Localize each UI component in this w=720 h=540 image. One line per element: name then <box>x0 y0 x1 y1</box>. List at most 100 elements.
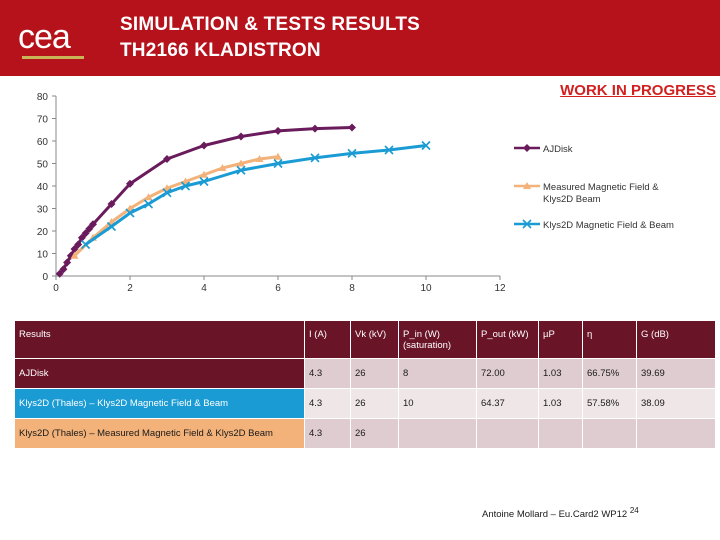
data-point <box>237 132 245 141</box>
data-point <box>218 164 227 171</box>
table-cell: 26 <box>350 388 399 419</box>
data-point <box>55 269 64 278</box>
table-cell: 38.09 <box>636 388 716 419</box>
data-point <box>421 140 431 151</box>
data-point <box>74 240 83 249</box>
data-point <box>126 204 134 212</box>
legend-label-line: Measured Magnetic Field & <box>543 182 659 193</box>
table-header-cell: I (A) <box>304 320 351 359</box>
logo-underline <box>22 56 84 59</box>
y-tick-label: 40 <box>37 182 49 193</box>
data-point <box>200 141 208 150</box>
data-point <box>311 124 319 133</box>
data-point <box>310 153 320 163</box>
legend-label-line: Klys2D Magnetic Field & Beam <box>543 220 674 231</box>
data-point <box>274 126 282 135</box>
legend-label: Klys2D Magnetic Field & Beam <box>543 220 674 231</box>
table-cell: 57.58% <box>582 388 637 419</box>
data-point <box>85 224 94 233</box>
legend-label-line: Klys2D Beam <box>543 194 601 205</box>
table-cell <box>538 418 583 449</box>
table-header-cell: G (dB) <box>636 320 716 359</box>
title-banner: cea SIMULATION & TESTS RESULTS TH2166 KL… <box>0 0 720 76</box>
table-cell: 1.03 <box>538 358 583 389</box>
footer-text: Antoine Mollard – Eu.Card2 WP12 <box>482 509 628 521</box>
legend-label-line: AJDisk <box>543 144 573 155</box>
table-cell: 26 <box>350 358 399 389</box>
table-cell <box>398 418 477 449</box>
data-point <box>162 188 172 198</box>
table-header-cell: Results <box>14 320 305 359</box>
data-point <box>107 200 116 208</box>
data-point <box>106 221 117 232</box>
table-header-row: Results I (A) Vk (kV) P_in (W) (saturati… <box>14 320 716 359</box>
legend-label: Measured Magnetic Field & Klys2D Beam <box>543 182 659 205</box>
data-point <box>163 155 171 163</box>
y-tick-label: 60 <box>37 137 49 148</box>
x-tick-label: 10 <box>420 283 432 294</box>
output-power-chart: 0 2 4 6 8 10 12 0 10 20 30 40 50 60 70 80 AJDisk Measured… <box>37 92 674 294</box>
data-point <box>77 233 86 242</box>
data-point <box>181 177 190 185</box>
footer: Antoine Mollard – Eu.Card2 WP12 24 <box>482 506 639 520</box>
table-cell: 10 <box>398 388 477 419</box>
table-header-cell: P_in (W) (saturation) <box>398 320 477 359</box>
table-cell: 64.37 <box>476 388 539 419</box>
table-header-cell: Vk (kV) <box>350 320 399 359</box>
slide-title: SIMULATION & TESTS RESULTS <box>120 14 421 35</box>
work-in-progress-banner: WORK IN PROGRESS <box>560 82 716 99</box>
series-line-0 <box>58 126 353 275</box>
x-tick-label: 8 <box>349 283 355 294</box>
table-cell: AJDisk <box>14 358 305 389</box>
data-point <box>144 193 153 201</box>
x-tick-label: 0 <box>53 283 59 294</box>
results-table: Results I (A) Vk (kV) P_in (W) (saturati… <box>14 320 716 449</box>
table-cell <box>476 418 539 449</box>
y-tick-label: 70 <box>37 115 49 126</box>
data-point <box>199 176 209 187</box>
table-row: Klys2D (Thales) – Klys2D Magnetic Field … <box>14 388 716 419</box>
data-point <box>273 158 283 169</box>
data-point <box>255 155 264 162</box>
table-cell: 39.69 <box>636 358 716 389</box>
y-tick-label: 20 <box>37 227 49 238</box>
data-point <box>63 258 72 267</box>
data-point <box>236 165 246 175</box>
data-point <box>126 179 134 188</box>
slide-subtitle: TH2166 KLADISTRON <box>120 40 321 61</box>
table-cell: 26 <box>350 418 399 449</box>
table-row: Klys2D (Thales) – Measured Magnetic Fiel… <box>14 418 716 449</box>
data-point <box>348 123 356 132</box>
cea-logo: cea <box>14 10 94 66</box>
data-point <box>237 159 245 167</box>
table-cell <box>636 418 716 449</box>
x-tick-label: 2 <box>127 283 133 294</box>
table-cell: 4.3 <box>304 418 351 449</box>
table-cell: 1.03 <box>538 388 583 419</box>
page-number: 24 <box>629 506 639 515</box>
y-tick-label: 10 <box>37 250 49 261</box>
x-tick-label: 6 <box>275 283 281 294</box>
legend-label: AJDisk <box>543 144 573 155</box>
data-point <box>163 184 171 192</box>
table-header-cell: η <box>582 320 637 359</box>
table-header-cell: P_out (kW) <box>476 320 539 359</box>
legend-marker <box>522 219 532 229</box>
data-point <box>81 239 91 250</box>
data-point <box>143 199 154 209</box>
series-line-1 <box>73 155 279 257</box>
legend-marker <box>523 144 531 152</box>
y-tick-label: 30 <box>37 205 49 216</box>
table-cell: 4.3 <box>304 388 351 419</box>
data-point <box>89 220 97 229</box>
table-cell: 72.00 <box>476 358 539 389</box>
table-cell: 66.75% <box>582 358 637 389</box>
data-point <box>347 148 357 158</box>
y-tick-label: 50 <box>37 160 49 171</box>
data-point <box>274 152 282 160</box>
y-tick-label: 0 <box>42 272 48 283</box>
table-cell <box>582 418 637 449</box>
data-point <box>180 181 191 191</box>
table-cell: Klys2D (Thales) – Measured Magnetic Fiel… <box>14 418 305 449</box>
x-tick-label: 12 <box>494 283 506 294</box>
